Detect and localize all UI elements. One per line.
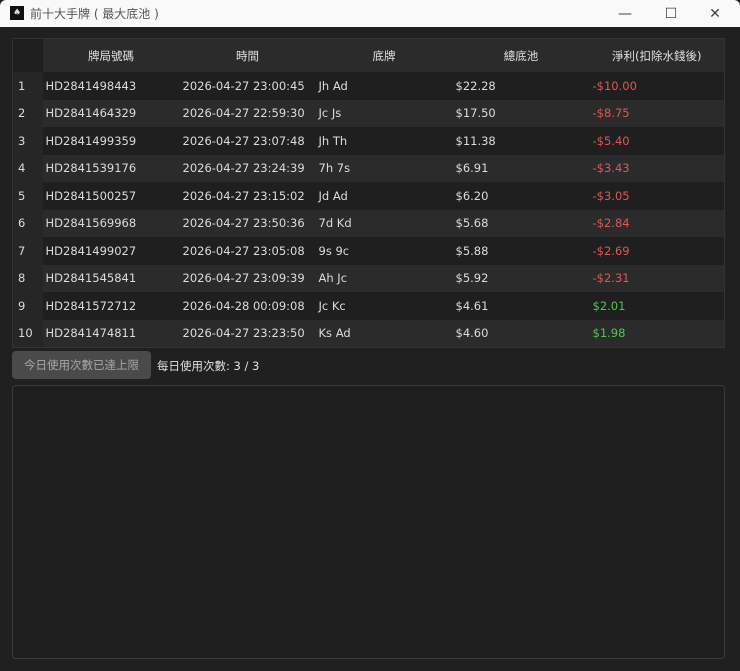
hand-id-cell: HD2841545841 — [42, 264, 180, 292]
time-cell: 2026-04-27 23:23:50 — [179, 319, 316, 348]
row-number-cell: 10 — [12, 319, 43, 348]
net-profit-cell: $2.01 — [589, 292, 725, 320]
time-cell: 2026-04-27 23:24:39 — [179, 154, 316, 182]
hand-id-cell: HD2841498443 — [42, 72, 180, 100]
time-cell: 2026-04-28 00:09:08 — [179, 292, 316, 320]
total-pot-cell: $17.50 — [452, 99, 590, 127]
window-title: 前十大手牌 ( 最大底池 ) — [30, 7, 159, 21]
hand-id-cell: HD2841500257 — [42, 182, 180, 210]
time-cell: 2026-04-27 23:50:36 — [179, 209, 316, 237]
hand-id-cell: HD2841539176 — [42, 154, 180, 182]
row-number-cell: 4 — [12, 154, 43, 182]
table-row[interactable]: 9 HD2841572712 2026-04-28 00:09:08 Jc Kc $4.… — [12, 292, 725, 320]
total-pot-cell: $6.20 — [452, 182, 590, 210]
total-pot-cell: $4.60 — [452, 319, 590, 348]
hole-cards-cell: Jh Th — [315, 127, 453, 155]
close-icon: ✕ — [709, 5, 721, 22]
hand-id-cell: HD2841572712 — [42, 292, 180, 320]
app-icon: ♠ — [10, 6, 24, 20]
query-button-disabled[interactable]: 今日使用次數已達上限 — [12, 351, 151, 379]
row-number-cell: 2 — [12, 99, 43, 127]
hole-cards-cell: Jh Ad — [315, 72, 453, 100]
close-button[interactable]: ✕ — [692, 0, 738, 27]
total-pot-cell: $5.68 — [452, 209, 590, 237]
minimize-button[interactable]: — — [602, 0, 648, 27]
net-profit-cell: -$5.40 — [589, 127, 725, 155]
time-cell: 2026-04-27 23:09:39 — [179, 264, 316, 292]
hand-id-cell: HD2841464329 — [42, 99, 180, 127]
column-header[interactable]: 總底池 — [452, 38, 590, 72]
net-profit-cell: -$3.05 — [589, 182, 725, 210]
hole-cards-cell: 9s 9c — [315, 237, 453, 265]
hole-cards-cell: Jd Ad — [315, 182, 453, 210]
total-pot-cell: $4.61 — [452, 292, 590, 320]
table-row[interactable]: 6 HD2841569968 2026-04-27 23:50:36 7d Kd $5.… — [12, 209, 725, 237]
column-header[interactable]: 底牌 — [315, 38, 453, 72]
total-pot-cell: $6.91 — [452, 154, 590, 182]
output-text-area[interactable] — [12, 385, 725, 659]
minimize-icon: — — [618, 5, 632, 22]
total-pot-cell: $5.88 — [452, 237, 590, 265]
maximize-icon: ☐ — [664, 5, 678, 22]
hole-cards-cell: 7h 7s — [315, 154, 453, 182]
row-number-cell: 5 — [12, 182, 43, 210]
table-row[interactable]: 7 HD2841499027 2026-04-27 23:05:08 9s 9c $5.… — [12, 237, 725, 265]
column-header[interactable]: 淨利(扣除水錢後) — [589, 38, 725, 72]
row-number-cell: 7 — [12, 237, 43, 265]
total-pot-cell: $11.38 — [452, 127, 590, 155]
row-number-cell: 9 — [12, 292, 43, 320]
hole-cards-cell: Ks Ad — [315, 319, 453, 348]
row-number-cell: 6 — [12, 209, 43, 237]
net-profit-cell: -$2.84 — [589, 209, 725, 237]
table-row[interactable]: 2 HD2841464329 2026-04-27 22:59:30 Jc Js $17… — [12, 99, 725, 127]
net-profit-cell: -$2.69 — [589, 237, 725, 265]
hole-cards-cell: Jc Kc — [315, 292, 453, 320]
table-row[interactable]: 10 HD2841474811 2026-04-27 23:23:50 Ks Ad $4… — [12, 319, 725, 348]
time-cell: 2026-04-27 23:15:02 — [179, 182, 316, 210]
usage-count: 每日使用次數: 3 / 3 — [157, 359, 260, 373]
net-profit-cell: -$2.31 — [589, 264, 725, 292]
row-number-cell: 8 — [12, 264, 43, 292]
time-cell: 2026-04-27 23:05:08 — [179, 237, 316, 265]
table-row[interactable]: 3 HD2841499359 2026-04-27 23:07:48 Jh Th $11… — [12, 127, 725, 155]
time-cell: 2026-04-27 23:00:45 — [179, 72, 316, 100]
net-profit-cell: -$8.75 — [589, 99, 725, 127]
top-hands-table: 牌局號碼 時間 底牌 總底池 淨利(扣除水錢後) 1 HD2841498443 2026-0… — [12, 38, 725, 348]
row-number-cell: 1 — [12, 72, 43, 100]
column-header[interactable]: 牌局號碼 — [42, 38, 180, 72]
hand-id-cell: HD2841474811 — [42, 319, 180, 348]
hole-cards-cell: Ah Jc — [315, 264, 453, 292]
maximize-button[interactable]: ☐ — [648, 0, 694, 27]
table-row[interactable]: 4 HD2841539176 2026-04-27 23:24:39 7h 7s $6.… — [12, 154, 725, 182]
net-profit-cell: $1.98 — [589, 319, 725, 348]
hand-id-cell: HD2841499027 — [42, 237, 180, 265]
table-row[interactable]: 8 HD2841545841 2026-04-27 23:09:39 Ah Jc $5.… — [12, 264, 725, 292]
hole-cards-cell: 7d Kd — [315, 209, 453, 237]
time-cell: 2026-04-27 22:59:30 — [179, 99, 316, 127]
net-profit-cell: -$10.00 — [589, 72, 725, 100]
hand-id-cell: HD2841499359 — [42, 127, 180, 155]
row-number-cell: 3 — [12, 127, 43, 155]
table-row[interactable]: 1 HD2841498443 2026-04-27 23:00:45 Jh Ad $22… — [12, 72, 725, 100]
hand-id-cell: HD2841569968 — [42, 209, 180, 237]
total-pot-cell: $5.92 — [452, 264, 590, 292]
title-bar: ♠ 前十大手牌 ( 最大底池 ) — ☐ ✕ — [0, 0, 740, 27]
corner-header[interactable] — [12, 38, 43, 72]
column-header[interactable]: 時間 — [179, 38, 316, 72]
hole-cards-cell: Jc Js — [315, 99, 453, 127]
time-cell: 2026-04-27 23:07:48 — [179, 127, 316, 155]
total-pot-cell: $22.28 — [452, 72, 590, 100]
table-row[interactable]: 5 HD2841500257 2026-04-27 23:15:02 Jd Ad $6.… — [12, 182, 725, 210]
net-profit-cell: -$3.43 — [589, 154, 725, 182]
